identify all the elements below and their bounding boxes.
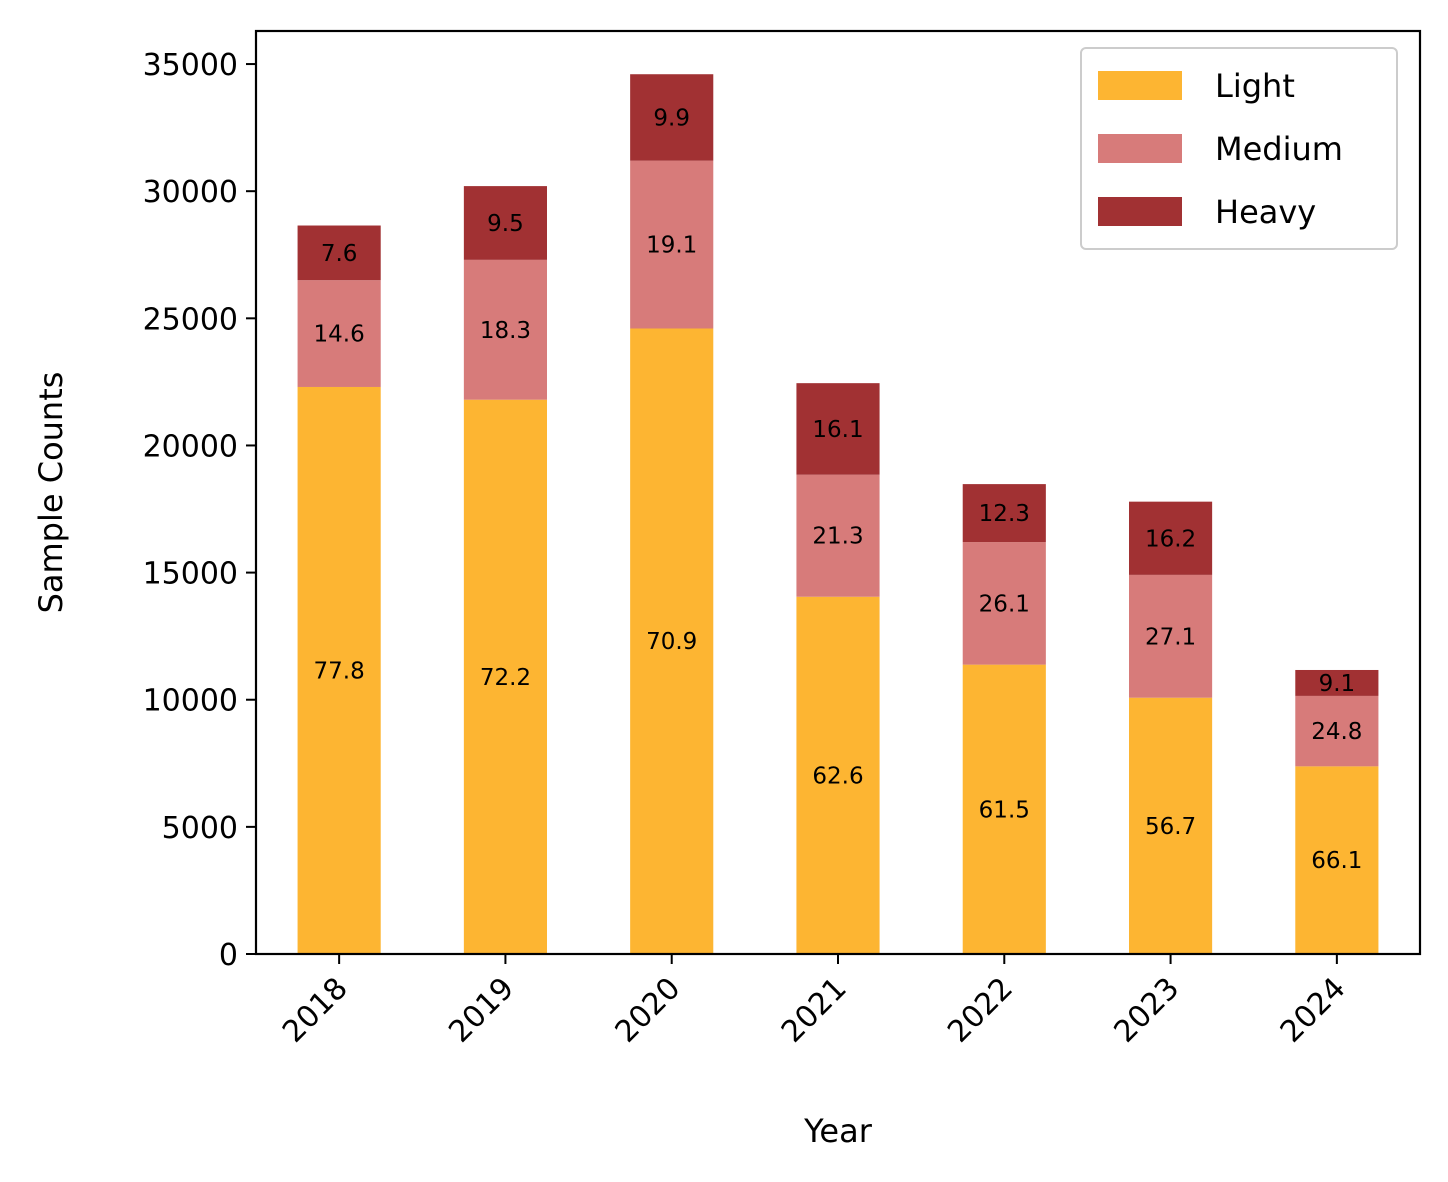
bar-light-2019 xyxy=(463,399,547,954)
y-tick-label: 25000 xyxy=(143,302,238,337)
x-tick-label: 2023 xyxy=(1107,971,1186,1050)
x-tick-label: 2022 xyxy=(941,971,1020,1050)
x-axis-ticks: 2018 2019 2020 2021 2022 2023 2024 xyxy=(276,954,1353,1050)
bar-label-medium-2019: 18.3 xyxy=(480,318,531,344)
y-tick-label: 20000 xyxy=(143,429,238,464)
legend-label-heavy: Heavy xyxy=(1215,193,1316,231)
bar-medium-2019 xyxy=(463,259,547,400)
y-tick-label: 15000 xyxy=(143,557,238,592)
bar-light-2023 xyxy=(1129,697,1213,954)
x-tick-label: 2018 xyxy=(276,971,355,1050)
legend-swatch-light xyxy=(1098,71,1182,100)
x-tick-label: 2024 xyxy=(1274,971,1353,1050)
bar-label-medium-2020: 19.1 xyxy=(646,233,697,259)
bar-label-medium-2023: 27.1 xyxy=(1145,624,1196,650)
bar-heavy-2020 xyxy=(630,74,714,161)
bar-heavy-2018 xyxy=(297,225,381,281)
bar-label-heavy-2022: 12.3 xyxy=(979,501,1030,527)
x-tick-label: 2021 xyxy=(775,971,854,1050)
y-tick-label: 30000 xyxy=(143,175,238,210)
bar-label-light-2019: 72.2 xyxy=(480,665,531,691)
bar-light-2020 xyxy=(630,328,714,955)
y-tick-label: 35000 xyxy=(143,48,238,83)
bar-medium-2022 xyxy=(962,542,1046,665)
legend-swatch-heavy xyxy=(1098,197,1182,226)
bar-heavy-2023 xyxy=(1129,501,1213,575)
bar-medium-2023 xyxy=(1129,574,1213,698)
bar-label-light-2024: 66.1 xyxy=(1311,848,1362,874)
bar-label-heavy-2023: 16.2 xyxy=(1145,526,1196,552)
bar-label-light-2023: 56.7 xyxy=(1145,814,1196,840)
bar-label-medium-2018: 14.6 xyxy=(314,322,365,348)
legend-label-light: Light xyxy=(1215,67,1295,105)
y-tick-label: 0 xyxy=(219,938,238,973)
bar-label-heavy-2020: 9.9 xyxy=(653,105,690,131)
bar-label-heavy-2024: 9.1 xyxy=(1319,671,1356,697)
bar-label-light-2021: 62.6 xyxy=(812,763,863,789)
bar-light-2021 xyxy=(796,596,880,954)
bar-medium-2018 xyxy=(297,280,381,387)
bar-label-medium-2021: 21.3 xyxy=(812,524,863,550)
x-tick-label: 2020 xyxy=(609,971,688,1050)
bar-label-heavy-2018: 7.6 xyxy=(321,241,358,267)
bar-light-2022 xyxy=(962,664,1046,954)
bars-layer xyxy=(297,74,1379,955)
x-axis-label: Year xyxy=(803,1112,873,1150)
bar-heavy-2019 xyxy=(463,186,547,260)
bar-label-medium-2024: 24.8 xyxy=(1311,719,1362,745)
bar-labels-layer: 77.8 14.6 7.6 72.2 18.3 9.5 70.9 19.1 9.9 62.6 21.… xyxy=(314,105,1363,874)
bar-label-heavy-2019: 9.5 xyxy=(487,211,524,237)
legend: Light Medium Heavy xyxy=(1080,47,1398,250)
bar-label-heavy-2021: 16.1 xyxy=(812,417,863,443)
bar-label-light-2020: 70.9 xyxy=(646,629,697,655)
bar-heavy-2024 xyxy=(1295,669,1379,696)
bar-label-light-2018: 77.8 xyxy=(314,658,365,684)
bar-light-2024 xyxy=(1295,766,1379,954)
bar-heavy-2021 xyxy=(796,383,880,475)
y-tick-label: 10000 xyxy=(143,684,238,719)
x-tick-label: 2019 xyxy=(442,971,521,1050)
bar-medium-2020 xyxy=(630,160,714,329)
legend-label-medium: Medium xyxy=(1215,130,1343,168)
bar-label-medium-2022: 26.1 xyxy=(979,591,1030,617)
bar-medium-2021 xyxy=(796,474,880,597)
y-tick-label: 5000 xyxy=(162,811,238,846)
y-axis-ticks: 0 5000 10000 15000 20000 25000 30000 35000 xyxy=(143,48,256,973)
bar-heavy-2022 xyxy=(962,484,1046,543)
y-axis-label: Sample Counts xyxy=(32,372,70,614)
legend-swatch-medium xyxy=(1098,134,1182,163)
bar-medium-2024 xyxy=(1295,695,1379,767)
bar-label-light-2022: 61.5 xyxy=(979,797,1030,823)
bar-light-2018 xyxy=(297,386,381,954)
